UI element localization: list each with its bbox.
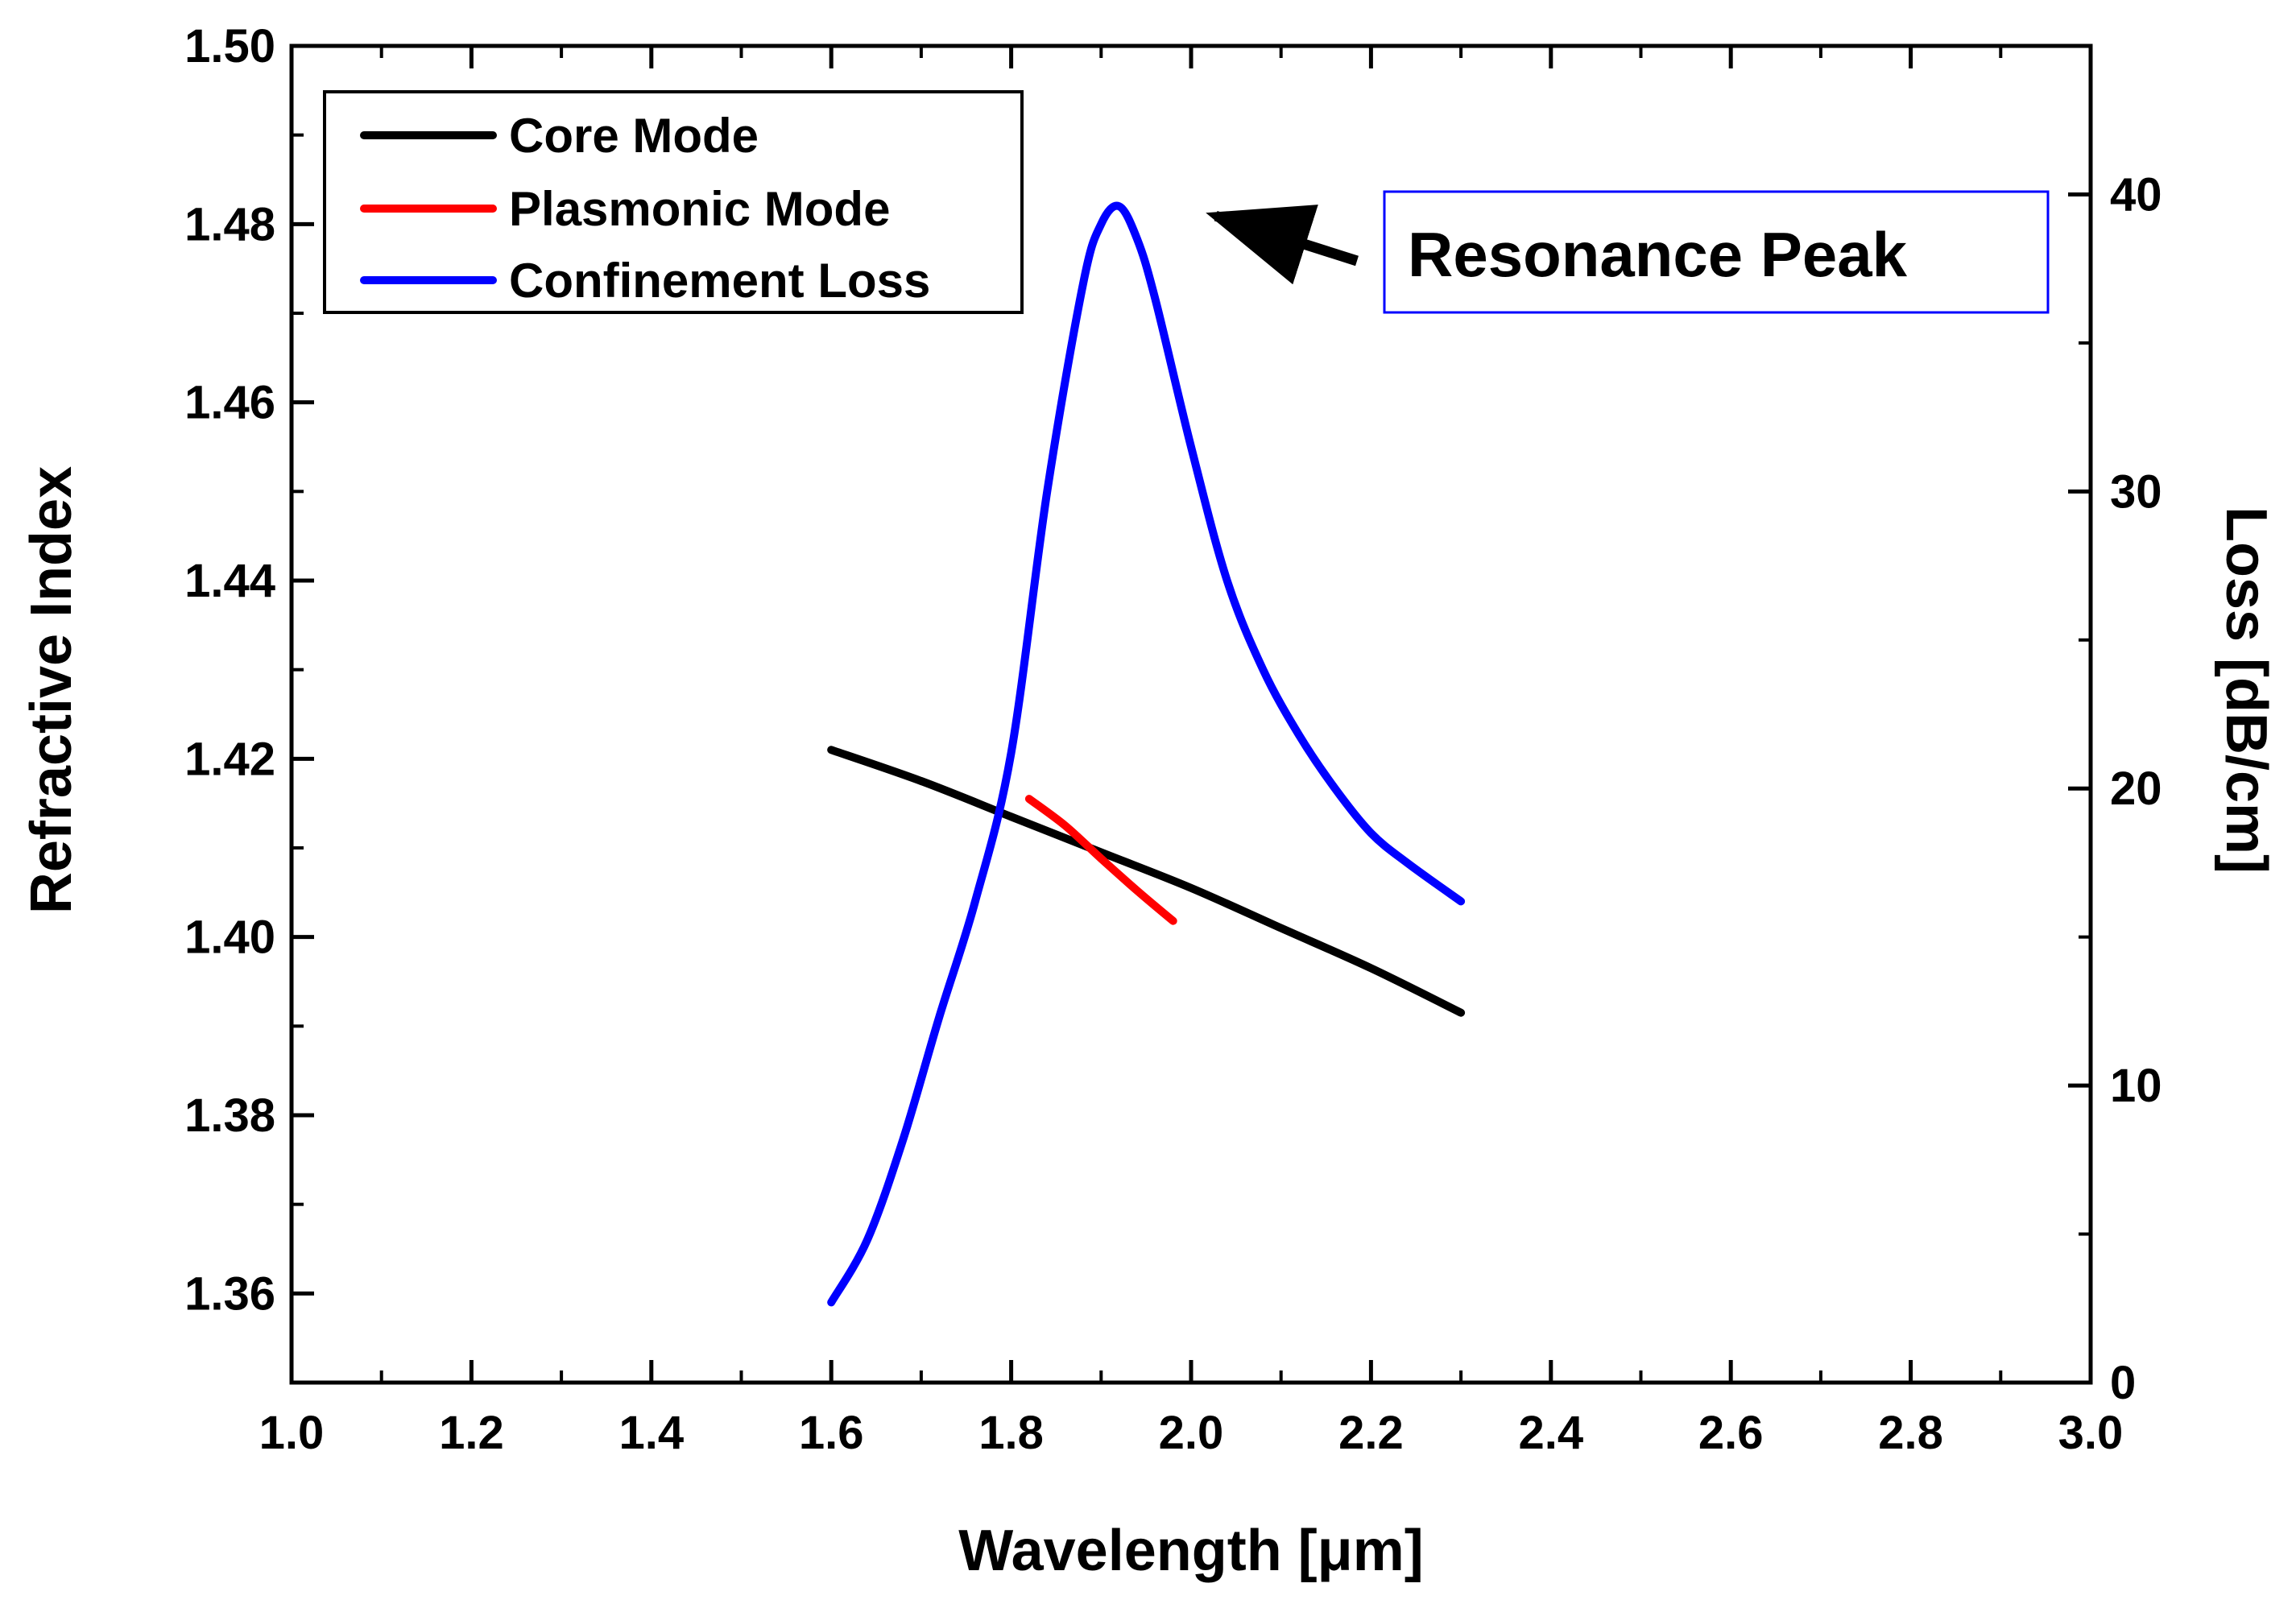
x-tick-label: 2.4 (1518, 1407, 1583, 1459)
series-confinement-loss (827, 201, 1466, 1307)
resonance-annotation: Resonance Peak (1206, 190, 2050, 314)
right-y-tick-label: 10 (2110, 1060, 2162, 1112)
x-tick-label: 2.8 (1878, 1407, 1943, 1459)
left-y-tick-label: 1.38 (184, 1089, 275, 1142)
series-plasmonic-mode (1024, 795, 1177, 925)
left-y-tick-label: 1.50 (184, 20, 275, 72)
legend: Core Mode Plasmonic Mode Confinement Los… (323, 90, 1024, 314)
annotation-arrow (1206, 205, 1359, 285)
x-tick-label: 1.4 (618, 1407, 684, 1459)
left-y-tick-label: 1.46 (184, 377, 275, 429)
right-y-axis-ticks: 0 10 20 30 40 (2068, 44, 2162, 1409)
left-y-tick-label: 1.44 (184, 555, 275, 607)
legend-label-confinement-loss: Confinement Loss (509, 254, 930, 308)
left-y-tick-label: 1.40 (184, 912, 275, 964)
x-tick-label: 1.8 (978, 1407, 1044, 1459)
left-y-axis-title: Refractive Index (19, 466, 84, 914)
annotation-text: Resonance Peak (1408, 219, 1908, 290)
left-y-tick-label: 1.36 (184, 1267, 275, 1320)
annotation-box (1383, 190, 2050, 314)
series-layer (827, 201, 1466, 1307)
x-tick-label: 2.6 (1698, 1407, 1764, 1459)
right-y-tick-label: 0 (2110, 1357, 2136, 1409)
x-tick-label: 3.0 (2058, 1407, 2124, 1459)
right-y-tick-label: 40 (2110, 168, 2162, 221)
x-tick-label: 1.2 (439, 1407, 504, 1459)
x-tick-label: 2.2 (1338, 1407, 1404, 1459)
x-tick-label: 1.0 (259, 1407, 325, 1459)
x-axis-ticks: 1.0 1.2 1.4 1.6 1.8 2.0 2.2 2.4 2.6 2.8 3.0 (259, 46, 2124, 1459)
legend-label-plasmonic-mode: Plasmonic Mode (509, 182, 890, 236)
x-tick-label: 1.6 (799, 1407, 864, 1459)
legend-box (323, 90, 1024, 314)
left-y-tick-label: 1.42 (184, 733, 275, 785)
x-tick-label: 2.0 (1159, 1407, 1224, 1459)
right-y-tick-label: 30 (2110, 465, 2162, 518)
right-y-tick-label: 20 (2110, 763, 2162, 815)
legend-label-core-mode: Core Mode (509, 109, 759, 163)
x-axis-title: Wavelength [μm] (958, 1519, 1423, 1583)
right-y-axis-title: Loss [dB/cm] (2214, 506, 2278, 874)
left-y-axis-ticks: 1.36 1.38 1.40 1.42 1.44 1.46 1.48 1.50 (184, 20, 314, 1384)
left-y-tick-label: 1.48 (184, 198, 275, 250)
series-core-mode (827, 746, 1466, 1017)
